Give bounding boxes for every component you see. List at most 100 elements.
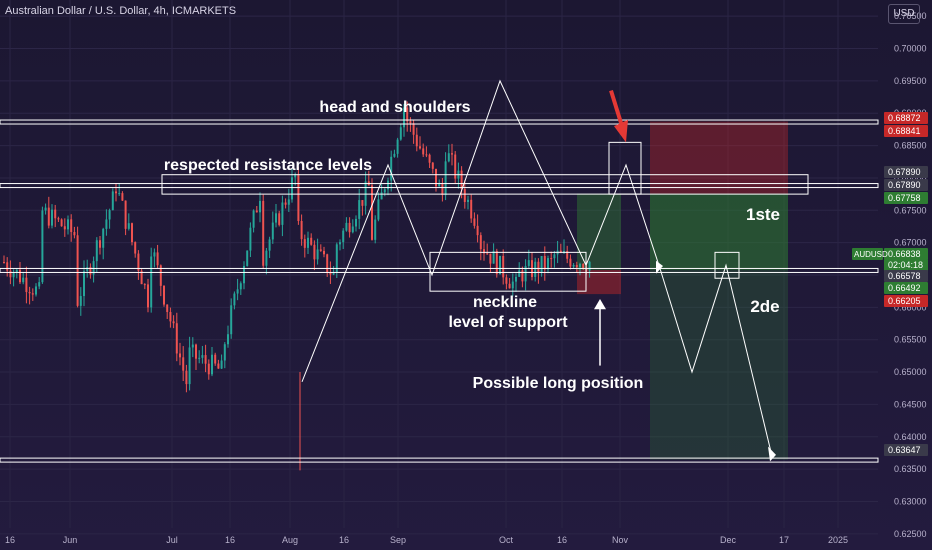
annotations-layer: head and shoulders respected resistance l…: [164, 79, 780, 462]
candle-body: [415, 134, 418, 147]
candle-body: [508, 283, 511, 289]
candle-body: [566, 250, 569, 259]
candle-body: [73, 231, 76, 236]
candle-body: [278, 213, 281, 225]
candle-body: [204, 355, 207, 364]
target-box-2: [714, 251, 740, 279]
x-tick-label: 16: [557, 535, 567, 545]
y-tick-label: 0.70500: [894, 11, 927, 21]
candle-body: [435, 168, 437, 187]
candle-body: [342, 230, 345, 243]
candle-body: [502, 255, 505, 278]
candle-body: [12, 272, 15, 278]
candle-body: [111, 191, 114, 211]
candle-body: [355, 218, 357, 227]
candle-body: [115, 191, 117, 194]
candle-body: [185, 370, 188, 385]
candle-body: [425, 154, 428, 156]
candle-body: [22, 277, 25, 283]
candle-body: [271, 222, 274, 240]
candle-body: [137, 253, 140, 271]
candle-body: [191, 344, 194, 348]
currency-button[interactable]: USD: [888, 4, 920, 24]
candle-body: [105, 219, 108, 229]
candle-body: [569, 258, 572, 267]
candle-body: [41, 210, 44, 283]
candle-body: [169, 311, 172, 322]
candle-body: [495, 250, 498, 275]
candle-body: [284, 202, 287, 205]
price-badge-value: 0.67890: [888, 167, 921, 177]
candle-body: [255, 210, 258, 213]
loss-zone: [650, 121, 788, 194]
x-tick-label: Aug: [282, 535, 298, 545]
candle-body: [207, 363, 210, 375]
candle-body: [57, 218, 60, 220]
candle-body: [3, 262, 5, 264]
candle-body: [63, 226, 66, 230]
price-badge: [884, 444, 928, 456]
candle-body: [249, 227, 252, 251]
price-badge-value: 0.66205: [888, 296, 921, 306]
candle-body: [95, 240, 98, 262]
y-tick-label: 0.70000: [894, 44, 927, 54]
x-tick-label: 16: [5, 535, 15, 545]
candle-body: [172, 321, 175, 324]
candle-body: [547, 258, 549, 270]
price-badge-value: 0.66492: [888, 283, 921, 293]
x-tick-label: 17: [779, 535, 789, 545]
candle-body: [361, 200, 364, 206]
candle-body: [406, 107, 409, 122]
label-support: level of support: [448, 314, 568, 331]
candle-body: [515, 276, 517, 282]
price-badge: [884, 179, 928, 191]
candle-body: [572, 264, 575, 267]
candle-body: [447, 153, 450, 162]
candle-body: [131, 223, 133, 243]
projection-path-1: [585, 163, 661, 269]
candle-body: [287, 199, 290, 205]
candle-body: [121, 193, 124, 201]
candle-body: [31, 293, 34, 295]
x-tick-label: Jun: [63, 535, 78, 545]
candle-body: [527, 260, 530, 267]
neckline-level: [0, 267, 879, 273]
candle-body: [38, 282, 41, 287]
label-neckline: neckline: [473, 294, 537, 311]
candle-body: [550, 258, 553, 260]
candle-body: [223, 344, 226, 361]
candle-body: [188, 347, 191, 385]
candle-body: [239, 283, 242, 290]
candle-body: [588, 261, 591, 271]
symbol-badge: [852, 248, 883, 260]
arrow-head: [656, 260, 663, 274]
candle-body: [431, 162, 434, 169]
candle-body: [351, 226, 354, 233]
candle-body: [489, 253, 492, 264]
profit-zone-upper: [650, 193, 788, 270]
candle-body: [559, 250, 562, 253]
y-tick-label: 0.67500: [894, 205, 927, 215]
candle-body: [563, 250, 565, 253]
candle-body: [179, 353, 181, 358]
candle-body: [150, 256, 153, 308]
x-axis[interactable]: 16 Jun Jul 16 Aug 16 Sep Oct 16 Nov Dec 17 2025: [5, 535, 848, 545]
candle-body: [451, 153, 453, 155]
candle-body: [291, 177, 293, 200]
candle-body: [44, 207, 47, 211]
label-resistance: respected resistance levels: [164, 157, 372, 174]
candle-body: [92, 261, 95, 275]
y-tick-label: 0.62500: [894, 529, 927, 539]
candle-body: [102, 228, 105, 248]
candle-body: [358, 200, 361, 219]
x-tick-label: Nov: [612, 535, 629, 545]
candle-body: [35, 286, 37, 295]
candle-body: [470, 199, 473, 219]
candle-body: [396, 139, 399, 154]
candle-body: [89, 267, 92, 275]
price-badge: [884, 295, 928, 307]
candle-body: [422, 148, 425, 155]
price-badge-value: 0.67890: [888, 180, 921, 190]
